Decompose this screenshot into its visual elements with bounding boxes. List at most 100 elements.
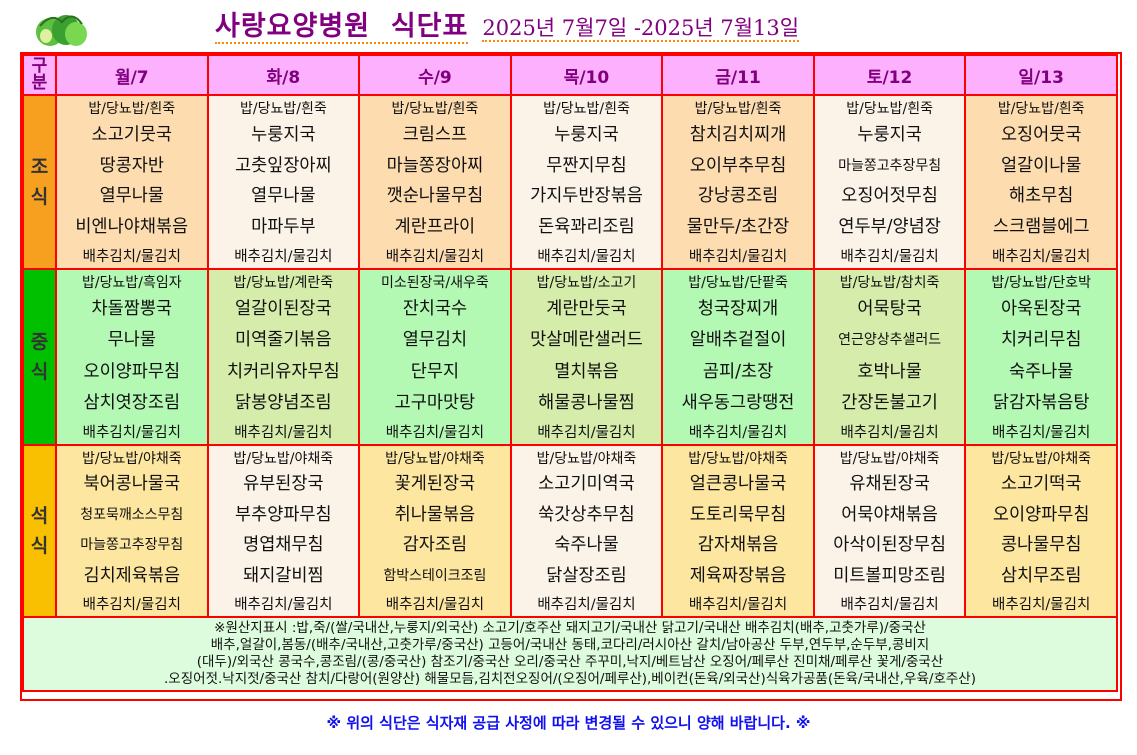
dish-item: 청포묵깨소스무침: [80, 506, 184, 523]
origin-note-line: .오징어젓.낙지젓/중국산 참치/다랑어(원양산) 해물모듬,김치전오징어/(오…: [164, 671, 976, 687]
dish-item: 간장돈불고기: [841, 392, 938, 413]
meal-label-text: 석식: [30, 505, 49, 557]
dish-item: 감자조림: [402, 535, 468, 556]
kimchi-item: 배추김치/물김치: [992, 249, 1091, 266]
kimchi-item: 배추김치/물김치: [840, 597, 939, 614]
menu-cell: 밥/당뇨밥/흰죽 누룽지국 고춧잎장아찌 열무나물 마파두부 배추김치/물김치: [206, 94, 361, 270]
menu-cell: 밥/당뇨밥/야채죽 북어콩나물국 청포묵깨소스무침 마늘쫑고추장무침 김치제육볶음 배추김…: [55, 444, 209, 618]
dish-item: 얼갈이된장국: [235, 299, 332, 320]
dish-item: 비엔나야채볶음: [75, 217, 189, 238]
meal-row: 석식 밥/당뇨밥/야채죽 북어콩나물국 청포묵깨소스무침 마늘쫑고추장무침 김치제육볶음 배…: [22, 444, 1118, 618]
dish-item: 미역줄기볶음: [235, 330, 332, 351]
dish-item: 제육짜장볶음: [689, 565, 787, 586]
rice-porridge-item: 밥/당뇨밥/흰죽: [846, 100, 933, 117]
rice-porridge-item: 밥/당뇨밥/흰죽: [543, 100, 630, 117]
kimchi-item: 배추김치/물김치: [385, 249, 485, 266]
rice-porridge-item: 밥/당뇨밥/야채죽: [991, 450, 1091, 467]
rice-porridge-item: 밥/당뇨밥/흰죽: [88, 100, 176, 117]
dish-item: 연두부/양념장: [838, 217, 941, 238]
dish-item: 깻순나물무침: [386, 186, 484, 207]
kimchi-item: 배추김치/물김치: [82, 249, 181, 266]
dish-item: 도토리묵무침: [689, 504, 787, 525]
dish-item: 유채된장국: [849, 474, 930, 495]
dish-item: 닭살장조림: [546, 565, 627, 586]
dish-item: 오징어젓무침: [841, 186, 938, 207]
meal-label-text: 조식: [30, 156, 49, 208]
dish-item: 단무지: [410, 361, 460, 382]
dish-item: 땅콩자반: [99, 155, 164, 176]
menu-cell: 밥/당뇨밥/흰죽 소고기뭇국 땅콩자반 열무나물 비엔나야채볶음 배추김치/물김치: [55, 94, 209, 270]
dish-item: 새우동그랑땡전: [681, 392, 795, 413]
dish-item: 곰피/초장: [702, 361, 774, 382]
dish-item: 잔치국수: [402, 299, 468, 320]
kimchi-item: 배추김치/물김치: [385, 597, 485, 614]
dish-item: 어묵탕국: [857, 299, 922, 320]
menu-cell: 밥/당뇨밥/야채죽 유채된장국 어묵야채볶음 아삭이된장무침 미트볼피망조림 배추김치/물…: [812, 444, 967, 618]
dish-item: 크림스프: [402, 124, 468, 145]
dish-item: 아욱된장국: [1000, 299, 1082, 320]
date-range: 2025년 7월7일 -2025년 7월13일: [482, 16, 800, 42]
kimchi-item: 배추김치/물김치: [992, 597, 1091, 614]
dish-item: 누룽지국: [251, 124, 316, 145]
kimchi-item: 배추김치/물김치: [234, 597, 333, 614]
origin-note-line: 배추,얼갈이,봄동/(배추/국내산,고춧가루/중국산) 고등어/국내산 동태,코…: [210, 637, 930, 653]
rice-porridge-item: 밥/당뇨밥/야채죽: [233, 450, 334, 467]
footer-notice: ※ 위의 식단은 식자재 공급 사정에 따라 변경될 수 있으니 양해 바랍니다…: [326, 714, 811, 732]
dish-item: 유부된장국: [243, 474, 324, 495]
dish-item: 치커리무침: [1000, 330, 1082, 351]
meal-label: 중식: [22, 268, 57, 446]
dish-item: 알배추겉절이: [689, 330, 787, 351]
origin-note-line: (대두)/외국산 콩국수,콩조림/(콩/중국산) 참조기/중국산 오리/중국산 …: [196, 654, 944, 670]
dish-item: 삼치무조림: [1000, 565, 1082, 586]
corner-label: 구분: [22, 54, 57, 96]
dish-item: 차돌짬뽕국: [91, 299, 173, 320]
kimchi-item: 배추김치/물김치: [688, 597, 788, 614]
rice-porridge-item: 밥/당뇨밥/단팥죽: [688, 275, 788, 292]
dish-item: 마늘쫑장아찌: [386, 155, 484, 176]
dish-item: 부추양파무침: [235, 504, 332, 525]
menu-cell: 밥/당뇨밥/단팥죽 청국장찌개 알배추겉절이 곰피/초장 새우동그랑땡전 배추김치/물김치: [661, 268, 815, 446]
rice-porridge-item: 밥/당뇨밥/흰죽: [391, 100, 479, 117]
day-header: 금/11: [661, 54, 815, 96]
kimchi-item: 배추김치/물김치: [688, 249, 788, 266]
origin-notes: ※원산지표시 :밥,죽/(쌀/국내산,누룽지/외국산) 소고기/호주산 돼지고기…: [22, 616, 1118, 692]
dish-item: 누룽지국: [857, 124, 922, 145]
dish-item: 소고기뭇국: [91, 124, 173, 145]
dish-item: 소고기미역국: [538, 474, 635, 495]
kimchi-item: 배추김치/물김치: [688, 424, 788, 441]
dish-item: 멸치볶음: [554, 361, 619, 382]
menu-cell: 밥/당뇨밥/야채죽 얼큰콩나물국 도토리묵무침 감자채볶음 제육짜장볶음 배추김치/물김치: [661, 444, 815, 618]
dish-item: 숙주나물: [1008, 361, 1074, 382]
dish-item: 감자채볶음: [697, 535, 779, 556]
dish-item: 아삭이된장무침: [833, 535, 946, 556]
dish-item: 돈육꽈리조림: [538, 217, 635, 238]
meal-label-text: 중식: [30, 331, 49, 383]
dish-item: 해물콩나물찜: [538, 392, 635, 413]
dish-item: 계란프라이: [394, 217, 476, 238]
menu-cell: 밥/당뇨밥/단호박 아욱된장국 치커리무침 숙주나물 닭감자볶음탕 배추김치/물김치: [964, 268, 1118, 446]
dish-item: 오이양파무침: [83, 361, 181, 382]
dish-item: 해초무침: [1008, 186, 1074, 207]
dish-item: 치커리유자무침: [226, 361, 340, 382]
kimchi-item: 배추김치/물김치: [385, 424, 485, 441]
menu-cell: 밥/당뇨밥/참치죽 어묵탕국 연근양상추샐러드 호박나물 간장돈불고기 배추김치/물김치: [812, 268, 967, 446]
dish-item: 닭감자볶음탕: [992, 392, 1090, 413]
dish-item: 오징어뭇국: [1000, 124, 1082, 145]
dish-item: 취나물볶음: [394, 504, 476, 525]
dish-item: 강낭콩조림: [697, 186, 779, 207]
rice-porridge-item: 밥/당뇨밥/흰죽: [694, 100, 782, 117]
rice-porridge-item: 밥/당뇨밥/흰죽: [997, 100, 1085, 117]
menu-cell: 밥/당뇨밥/흑임자 차돌짬뽕국 무나물 오이양파무침 삼치엿장조림 배추김치/물김치: [55, 268, 209, 446]
kimchi-item: 배추김치/물김치: [234, 249, 333, 266]
dish-item: 오이양파무침: [992, 504, 1090, 525]
dish-item: 열무김치: [402, 330, 468, 351]
dish-item: 북어콩나물국: [83, 474, 181, 495]
rice-porridge-item: 밥/당뇨밥/야채죽: [688, 450, 788, 467]
meal-row: 중식 밥/당뇨밥/흑임자 차돌짬뽕국 무나물 오이양파무침 삼치엿장조림 배추김치/물김치 밥…: [22, 268, 1118, 446]
dish-item: 참치김치찌개: [689, 124, 787, 145]
dish-item: 열무나물: [251, 186, 316, 207]
menu-cell: 밥/당뇨밥/야채죽 소고기떡국 오이양파무침 콩나물무침 삼치무조림 배추김치/물김치: [964, 444, 1118, 618]
dish-item: 무나물: [107, 330, 156, 351]
kimchi-item: 배추김치/물김치: [840, 424, 939, 441]
